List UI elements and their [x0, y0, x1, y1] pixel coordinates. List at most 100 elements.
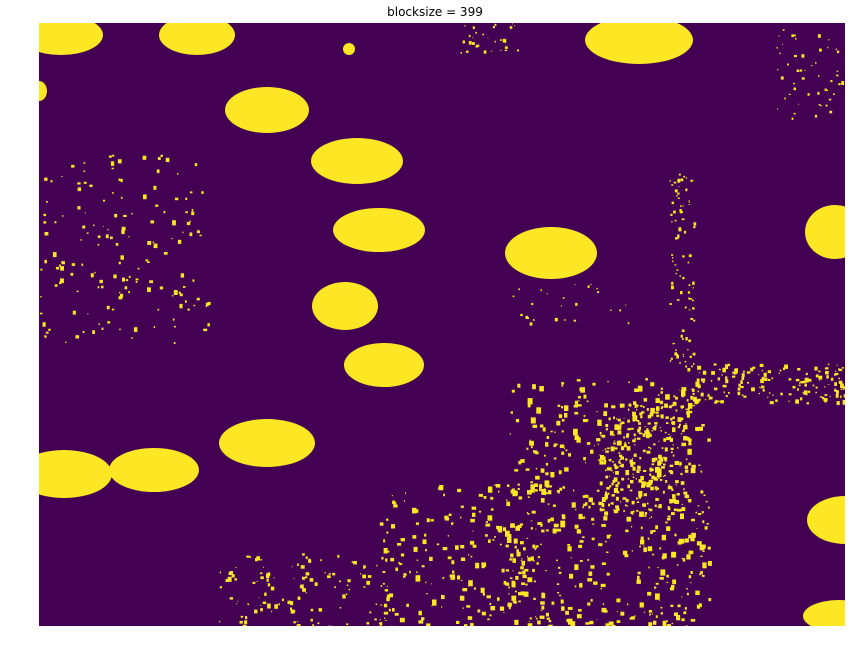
speck: [625, 458, 628, 461]
speck: [516, 549, 519, 553]
speck: [472, 26, 475, 29]
speck: [447, 556, 452, 560]
speck: [779, 369, 782, 372]
speck: [655, 478, 658, 481]
speck: [369, 611, 372, 614]
speck: [482, 592, 485, 596]
speck: [603, 609, 608, 613]
speck: [386, 585, 388, 587]
speck: [94, 271, 96, 274]
speck: [302, 576, 305, 580]
speck: [677, 541, 682, 545]
speck: [692, 287, 694, 289]
speck: [619, 464, 623, 467]
speck: [346, 584, 349, 586]
speck: [450, 574, 456, 580]
speck: [823, 398, 828, 402]
speck: [604, 493, 609, 499]
speck: [600, 435, 602, 437]
speck: [615, 484, 619, 488]
speck: [619, 454, 623, 457]
speck: [567, 544, 571, 546]
speck: [142, 155, 147, 160]
speck: [710, 380, 713, 382]
speck: [512, 295, 515, 298]
speck: [507, 602, 512, 608]
speck: [562, 297, 565, 299]
speck: [645, 430, 650, 434]
speck: [591, 517, 595, 521]
speck: [632, 415, 638, 421]
speck: [503, 527, 507, 532]
speck: [834, 388, 837, 391]
speck: [165, 157, 170, 162]
speck: [362, 574, 366, 579]
speck: [654, 486, 658, 490]
speck: [205, 305, 207, 308]
speck: [473, 587, 477, 590]
speck: [776, 46, 778, 49]
speck: [759, 363, 764, 367]
speck: [577, 396, 581, 399]
speck: [676, 615, 681, 621]
speck: [716, 400, 720, 403]
speck: [767, 396, 769, 398]
speck: [671, 622, 674, 625]
speck: [174, 197, 179, 201]
speck: [687, 368, 691, 372]
speck: [120, 196, 123, 199]
speck: [620, 456, 624, 460]
speck: [617, 418, 621, 422]
speck: [665, 394, 670, 400]
speck: [260, 576, 264, 580]
speck: [72, 310, 76, 315]
speck: [633, 433, 636, 437]
speck: [681, 218, 685, 221]
speck: [795, 38, 797, 40]
speck: [605, 623, 610, 626]
speck: [687, 499, 690, 501]
speck: [159, 286, 164, 290]
speck: [263, 566, 265, 568]
speck: [296, 624, 301, 626]
speck: [533, 580, 536, 583]
speck: [324, 572, 326, 574]
speck: [245, 616, 248, 620]
speck: [819, 48, 822, 52]
speck: [793, 87, 796, 91]
speck: [302, 553, 305, 556]
speck: [599, 481, 603, 486]
speck: [385, 558, 388, 562]
speck: [642, 433, 646, 437]
blob: [343, 43, 355, 55]
speck: [620, 421, 622, 424]
speck: [668, 470, 673, 473]
speck: [639, 511, 644, 517]
speck: [173, 325, 176, 328]
blob: [344, 343, 424, 387]
speck: [531, 510, 536, 514]
speck: [657, 477, 660, 479]
speck: [596, 438, 601, 442]
speck: [382, 582, 385, 585]
speck: [643, 545, 645, 547]
speck: [763, 372, 767, 377]
speck: [714, 401, 718, 404]
speck: [305, 576, 308, 579]
speck: [103, 226, 104, 227]
speck: [128, 275, 131, 278]
speck: [527, 577, 533, 583]
speck: [475, 45, 478, 48]
speck: [639, 495, 641, 497]
speck: [650, 447, 652, 450]
speck: [699, 603, 702, 608]
speck: [628, 403, 632, 407]
speck: [529, 439, 531, 441]
speck: [505, 582, 510, 586]
speck: [219, 620, 221, 623]
speck: [607, 492, 610, 495]
speck: [543, 488, 546, 491]
speck: [623, 417, 625, 419]
speck: [601, 562, 606, 565]
speck: [601, 503, 605, 508]
